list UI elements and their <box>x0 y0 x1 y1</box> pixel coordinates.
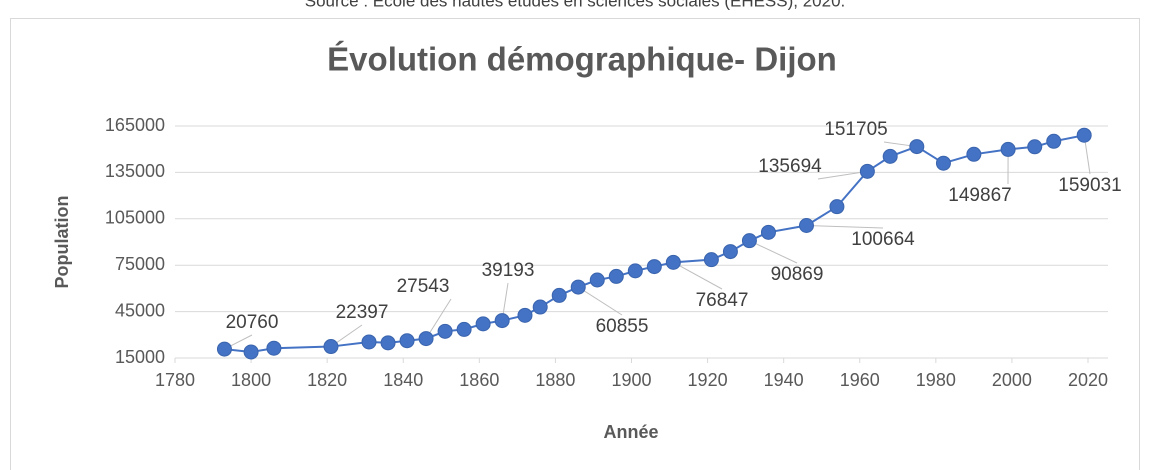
data-point <box>361 334 377 350</box>
data-point <box>966 146 982 162</box>
x-tick-label: 1860 <box>459 370 499 390</box>
data-label: 149867 <box>948 185 1011 206</box>
data-label: 20760 <box>226 312 279 333</box>
y-tick-label: 135000 <box>105 161 165 181</box>
x-tick-label: 1920 <box>688 370 728 390</box>
x-tick-label: 1960 <box>840 370 880 390</box>
data-label: 135694 <box>758 156 822 177</box>
data-point <box>589 272 605 288</box>
y-tick-label: 105000 <box>105 208 165 228</box>
leader-line <box>806 225 884 229</box>
leader-line <box>673 261 723 290</box>
data-point <box>627 263 643 279</box>
x-tick-label: 1940 <box>764 370 804 390</box>
data-label: 27543 <box>397 276 450 297</box>
data-point <box>722 244 738 260</box>
data-point <box>475 316 491 332</box>
data-label: 76847 <box>696 290 749 311</box>
chart-frame <box>10 18 1140 470</box>
data-label: 151705 <box>824 119 887 140</box>
data-point <box>608 268 624 284</box>
data-point <box>456 321 472 337</box>
x-tick-label: 1880 <box>535 370 575 390</box>
data-point <box>703 252 719 268</box>
x-tick-label: 2000 <box>992 370 1032 390</box>
data-point <box>532 299 548 315</box>
y-tick-label: 165000 <box>105 115 165 135</box>
data-point <box>437 323 453 339</box>
data-point <box>494 313 510 329</box>
data-point <box>266 340 282 356</box>
data-point <box>1046 133 1062 149</box>
data-point <box>570 279 586 295</box>
data-point <box>1000 141 1016 157</box>
data-label: 60855 <box>596 316 649 337</box>
data-point <box>909 139 925 155</box>
data-label: 39193 <box>482 260 535 281</box>
data-label: 159031 <box>1058 175 1121 196</box>
data-point <box>418 331 434 347</box>
y-tick-label: 75000 <box>115 254 165 274</box>
data-point <box>243 344 259 360</box>
x-tick-label: 1820 <box>307 370 347 390</box>
data-point <box>882 148 898 164</box>
data-label: 22397 <box>336 302 389 323</box>
x-tick-label: 1780 <box>155 370 195 390</box>
data-label: 90869 <box>771 264 824 285</box>
data-point <box>323 339 339 355</box>
x-tick-label: 2020 <box>1068 370 1108 390</box>
leader-line <box>817 170 868 180</box>
data-point <box>935 155 951 171</box>
x-axis-title: Année <box>603 422 658 442</box>
data-point <box>741 233 757 249</box>
x-tick-label: 1800 <box>231 370 271 390</box>
data-point <box>399 333 415 349</box>
y-axis-title: Population <box>52 196 72 289</box>
data-point <box>216 341 232 357</box>
data-label: 100664 <box>851 229 915 250</box>
leader-line <box>577 286 623 316</box>
source: Source : École des hautes études en scie… <box>305 0 846 10</box>
data-point <box>859 163 875 179</box>
data-point <box>646 259 662 275</box>
data-point <box>1027 139 1043 155</box>
x-tick-label: 1900 <box>611 370 651 390</box>
data-point <box>517 307 533 323</box>
leader-line <box>425 298 452 339</box>
data-point <box>1076 127 1092 143</box>
data-point <box>829 199 845 215</box>
leader-line <box>749 240 798 264</box>
x-tick-label: 1980 <box>916 370 956 390</box>
y-tick-label: 15000 <box>115 347 165 367</box>
data-point <box>551 287 567 303</box>
data-point <box>380 335 396 351</box>
data-point <box>760 224 776 240</box>
data-point <box>798 218 814 234</box>
x-tick-label: 1840 <box>383 370 423 390</box>
y-tick-label: 45000 <box>115 300 165 320</box>
chart-title: Évolution démographique- Dijon <box>327 41 837 78</box>
data-point <box>665 254 681 270</box>
